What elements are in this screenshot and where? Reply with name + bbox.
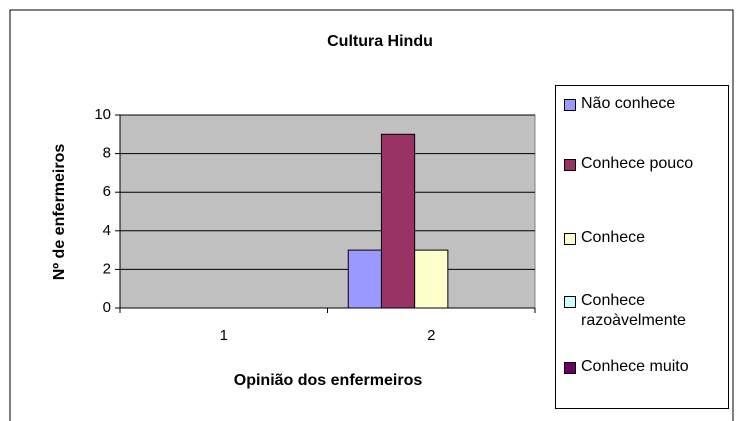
y-tick-label: 8 <box>103 145 111 162</box>
y-tick-label: 6 <box>103 183 111 200</box>
y-tick-label: 10 <box>94 106 111 123</box>
y-tick-label: 4 <box>103 222 111 239</box>
legend-item: Não conhece <box>564 94 726 114</box>
legend-swatch <box>564 99 576 111</box>
legend-swatch <box>564 296 576 308</box>
chart-title: Cultura Hindu <box>327 33 433 50</box>
legend-item: Conhece pouco <box>564 154 726 174</box>
legend-swatch <box>564 362 576 374</box>
legend-label: Conhece muito <box>581 358 689 375</box>
y-tick-label: 2 <box>103 260 111 277</box>
legend-item: Conhece razoàvelmente <box>564 291 726 331</box>
y-tick-label: 0 <box>103 299 111 316</box>
legend-label: Conhece razoàvelmente <box>581 292 686 329</box>
legend-swatch <box>564 233 576 245</box>
legend-item: Conhece <box>564 228 726 248</box>
legend-label: Conhece pouco <box>581 155 694 172</box>
y-axis-label: Nº de enfermeiros <box>51 144 68 281</box>
legend-swatch <box>564 159 576 171</box>
legend-label: Conhece <box>581 229 646 246</box>
legend-item: Conhece muito <box>564 357 726 377</box>
bar <box>347 249 382 309</box>
bar <box>380 133 416 309</box>
legend: Não conhece Conhece pouco Conhece Conhece r… <box>555 85 729 409</box>
bar <box>414 249 449 309</box>
x-axis-label: Opinião dos enfermeiros <box>234 372 423 389</box>
plot-area <box>119 114 536 309</box>
x-tick-label: 2 <box>427 327 435 344</box>
x-tick-label: 1 <box>220 327 228 344</box>
legend-label: Não conhece <box>581 95 676 112</box>
